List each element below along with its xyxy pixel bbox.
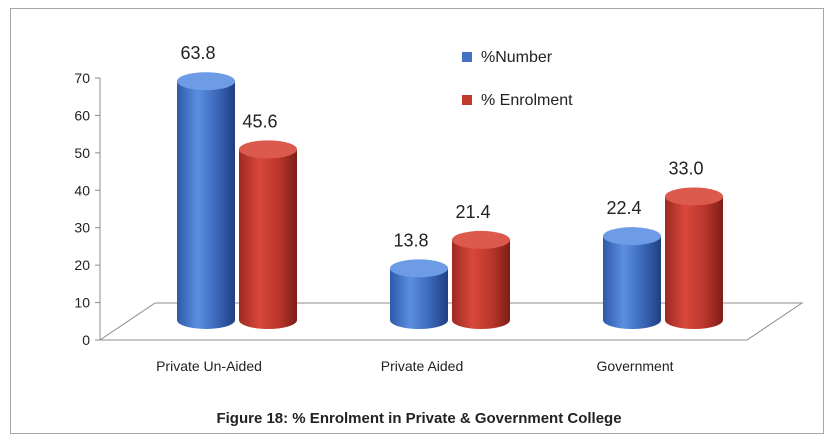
y-tick-label: 50 [74,145,90,161]
bar [390,259,448,329]
bar-body [390,268,448,329]
y-tick-label: 40 [74,182,90,198]
x-category-label: Private Aided [381,358,464,374]
legend-swatch-enrolment [462,95,472,105]
bar [239,140,297,329]
bar-top [665,187,723,206]
data-label: 22.4 [606,198,641,218]
legend: %Number % Enrolment [462,49,573,109]
data-label: 45.6 [242,111,277,131]
bar-top [239,140,297,159]
x-category-label: Government [596,358,673,374]
legend-swatch-number [462,52,472,62]
y-tick-label: 30 [74,220,90,236]
bar-top [177,72,235,91]
bar-top [390,259,448,278]
bar-top [603,227,661,246]
data-label: 21.4 [455,202,490,222]
y-tick-label: 0 [82,332,90,348]
bar-body [665,196,723,329]
bar [665,187,723,329]
x-category-label: Private Un-Aided [156,358,262,374]
bar-body [452,239,510,329]
legend-label-number: %Number [481,49,553,66]
bar-body [603,236,661,329]
y-tick-label: 60 [74,107,90,123]
bar [603,227,661,329]
legend-label-enrolment: % Enrolment [481,92,573,109]
data-label: 63.8 [180,43,215,63]
y-tick-label: 10 [74,295,90,311]
data-label: 13.8 [393,230,428,250]
bar [177,72,235,329]
bar-body [177,81,235,329]
bar-top [452,230,510,249]
y-tick-label: 20 [74,257,90,273]
figure-caption: Figure 18: % Enrolment in Private & Gove… [216,410,622,427]
y-tick-label: 70 [74,70,90,86]
bar-body [239,149,297,329]
data-label: 33.0 [668,158,703,178]
bar [452,230,510,329]
